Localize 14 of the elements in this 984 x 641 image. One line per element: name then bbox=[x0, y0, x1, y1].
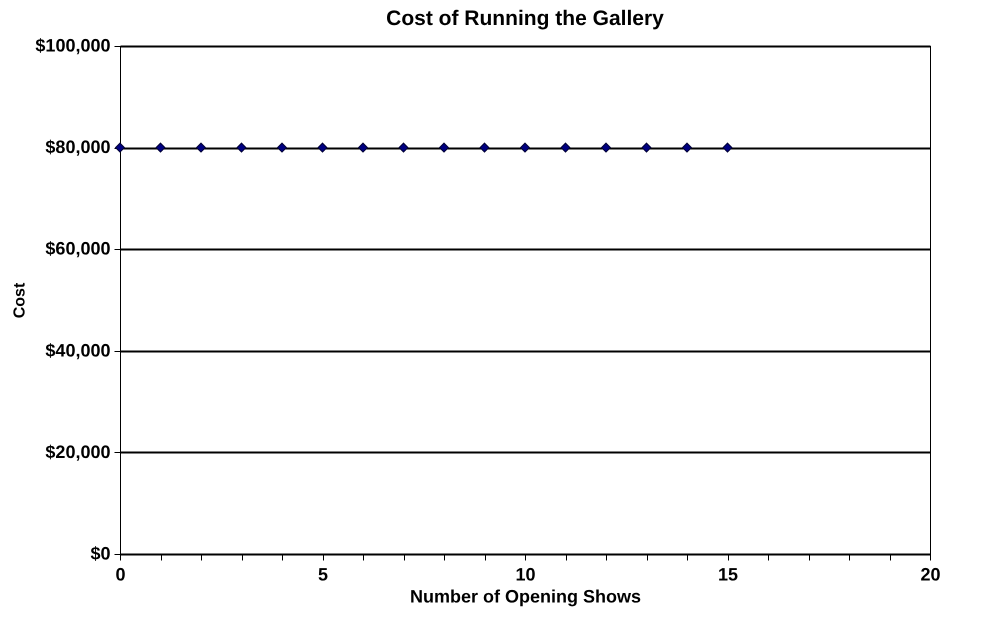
y-tick-label: $100,000 bbox=[35, 36, 110, 56]
x-tick-label: 10 bbox=[515, 564, 536, 584]
x-tick-label: 0 bbox=[115, 564, 126, 584]
y-tick-label: $60,000 bbox=[45, 238, 110, 259]
y-tick-label: $20,000 bbox=[45, 442, 110, 462]
x-axis-title: Number of Opening Shows bbox=[410, 586, 642, 606]
y-tick-label: $80,000 bbox=[45, 137, 110, 158]
y-tick-label: $40,000 bbox=[45, 340, 110, 360]
x-tick-label: 15 bbox=[718, 564, 738, 584]
x-tick-label: 20 bbox=[920, 564, 941, 584]
y-axis-title: Cost bbox=[11, 282, 28, 318]
chart-title: Cost of Running the Gallery bbox=[386, 7, 664, 30]
x-tick-label: 5 bbox=[318, 564, 328, 584]
y-tick-label: $0 bbox=[90, 544, 110, 564]
